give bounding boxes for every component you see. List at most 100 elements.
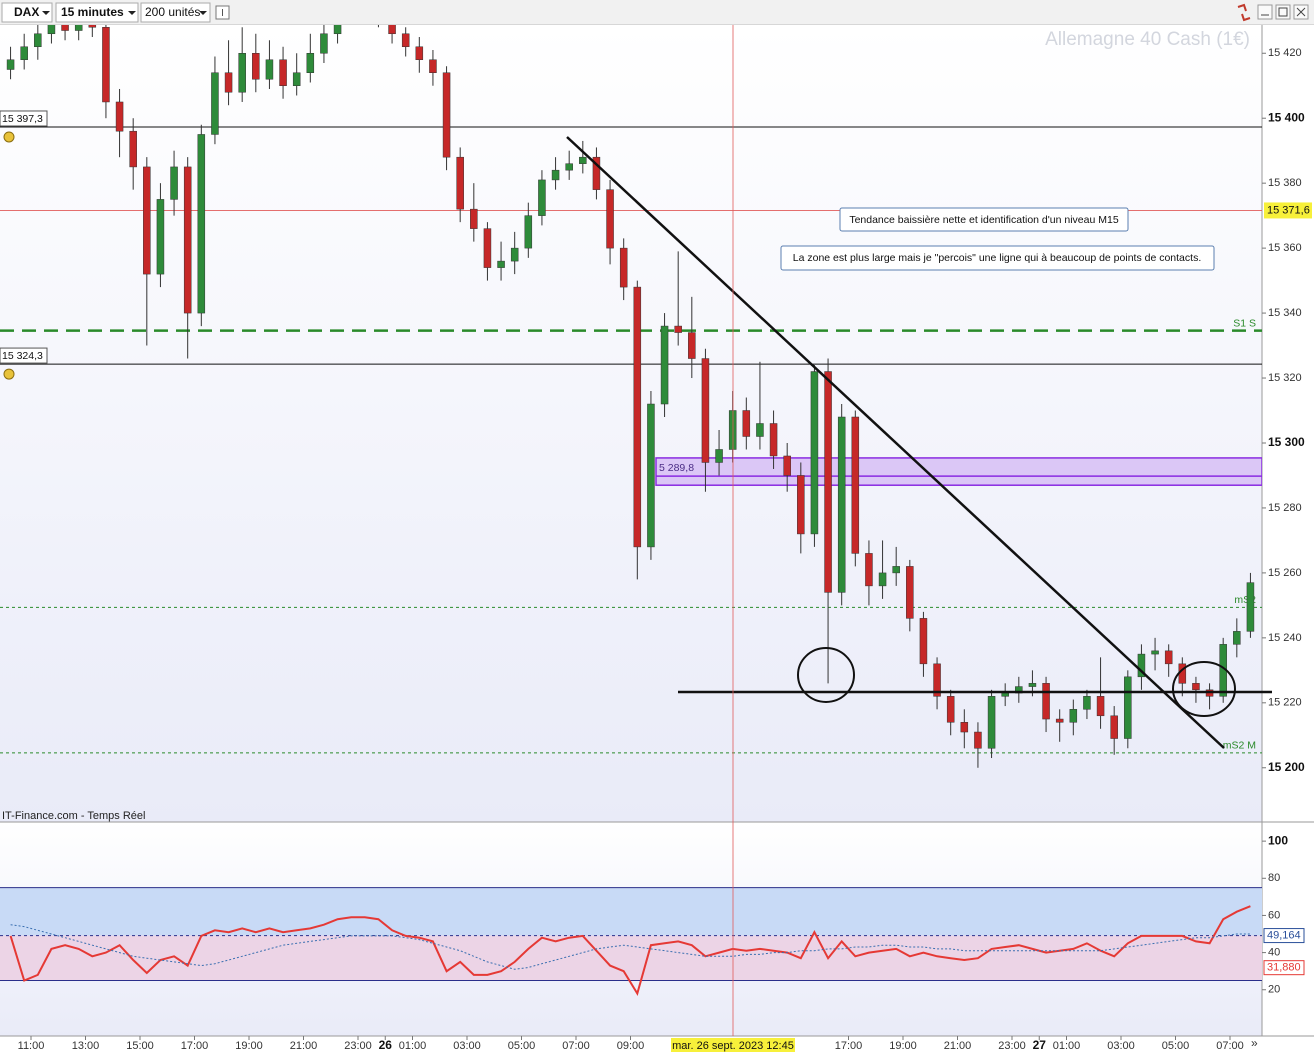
- candle-body: [1028, 683, 1037, 687]
- y-tick-label: 15 200: [1268, 760, 1305, 774]
- y-tick-label: 20: [1268, 984, 1280, 996]
- candle-body: [115, 101, 124, 132]
- annotation: La zone est plus large mais je "percois"…: [793, 252, 1201, 264]
- x-tick-label: 27: [1033, 1038, 1047, 1052]
- x-tick-label: 26: [379, 1038, 393, 1052]
- candle-body: [647, 403, 655, 548]
- candle-body: [306, 53, 315, 73]
- candle-body: [824, 371, 832, 593]
- candle-body: [606, 189, 614, 249]
- candle-body: [320, 33, 328, 54]
- annotation: Tendance baissière nette et identificati…: [849, 214, 1119, 226]
- candle-body: [783, 455, 791, 476]
- interval-select[interactable]: [55, 2, 139, 23]
- y-tick-label: 15 240: [1268, 632, 1302, 644]
- candle-body: [1124, 676, 1132, 739]
- last-value-box: [1263, 960, 1305, 976]
- candle-body: [1164, 650, 1173, 665]
- y-tick-label: 40: [1268, 946, 1280, 958]
- y-tick-label: 60: [1268, 909, 1280, 921]
- candle-body: [1083, 696, 1091, 710]
- x-tick-label: 23:00: [344, 1040, 372, 1052]
- candle-body: [1042, 683, 1050, 720]
- units-select[interactable]: [140, 2, 211, 23]
- source: IT-Finance.com - Temps Réel: [2, 810, 145, 822]
- candle-body: [170, 166, 178, 200]
- candle-body: [6, 59, 15, 70]
- crosshair-time: mar. 26 sept. 2023 12:45: [672, 1040, 794, 1052]
- candle-body: [592, 156, 601, 190]
- scroll-end[interactable]: »: [1251, 1036, 1258, 1050]
- candle-body: [483, 228, 492, 268]
- last-value: 49,164: [1267, 929, 1301, 941]
- candle-body: [892, 566, 900, 574]
- trend-line: [566, 136, 1225, 749]
- x-tick-label: 21:00: [944, 1040, 972, 1052]
- candle-body: [769, 423, 778, 457]
- zone-label: 5 289,8: [659, 462, 694, 474]
- y-tick-label: 15 280: [1268, 502, 1302, 514]
- candle-body: [279, 59, 287, 86]
- annotations: Tendance baissière nette et identificati…: [780, 207, 1215, 271]
- candle-body: [224, 72, 233, 93]
- candle-body: [47, 25, 56, 35]
- candle-body: [20, 46, 28, 61]
- candle-body: [1096, 696, 1105, 717]
- y-tick-label: 15 300: [1268, 435, 1305, 449]
- band-upper: [0, 887, 1262, 936]
- x-tick-label: 05:00: [1162, 1040, 1190, 1052]
- candle-body: [415, 46, 424, 61]
- candle-body: [538, 179, 546, 216]
- level-label: 15 397,3: [2, 113, 43, 125]
- x-tick-label: 03:00: [453, 1040, 481, 1052]
- minimize[interactable]: [1257, 4, 1273, 20]
- level-label: 15 324,3: [2, 350, 43, 362]
- x-tick-label: 03:00: [1107, 1040, 1135, 1052]
- drawings: [566, 136, 1272, 749]
- symbol-select[interactable]: [1, 2, 53, 23]
- candle-body: [74, 25, 83, 31]
- candle-body: [919, 618, 928, 665]
- y-tick-label: 15 360: [1268, 242, 1302, 254]
- candle-body: [1110, 715, 1118, 739]
- y-tick-label: 15 320: [1268, 372, 1302, 384]
- candle-body: [579, 156, 587, 164]
- zone: [655, 457, 1262, 486]
- x-tick-label: 01:00: [399, 1040, 427, 1052]
- candle-body: [810, 371, 819, 535]
- indicator-line: [9, 905, 1251, 996]
- candle-body: [401, 33, 410, 48]
- x-tick-label: 07:00: [1216, 1040, 1244, 1052]
- candle-body: [388, 25, 396, 35]
- candle-body: [851, 416, 860, 554]
- y-tick-label: 15 220: [1268, 697, 1302, 709]
- time-axis: [0, 1036, 1314, 1052]
- candle-body: [156, 199, 165, 275]
- y-tick-label: 80: [1268, 872, 1280, 884]
- candle-body: [442, 72, 451, 158]
- interval: 15 minutes: [61, 5, 124, 19]
- candle-body: [1069, 709, 1078, 723]
- x-tick-label: 19:00: [889, 1040, 917, 1052]
- pivot-label: mS2 M: [1223, 740, 1256, 752]
- x-tick-label: 13:00: [72, 1040, 100, 1052]
- candle-body: [238, 53, 246, 93]
- symbol: DAX: [14, 5, 39, 19]
- candle-body: [660, 325, 669, 405]
- candle-body: [551, 169, 560, 181]
- x-tick-label: 21:00: [290, 1040, 318, 1052]
- maximize[interactable]: [1275, 4, 1291, 20]
- candle-body: [510, 247, 519, 262]
- candle-body: [701, 358, 710, 463]
- candle-body: [292, 72, 301, 86]
- candle-body: [497, 260, 505, 268]
- y-tick-label: 15 340: [1268, 307, 1302, 319]
- x-tick-label: 23:00: [998, 1040, 1026, 1052]
- x-tick-label: 11:00: [18, 1040, 45, 1052]
- x-tick-label: 09:00: [617, 1040, 645, 1052]
- x-tick-label: 05:00: [508, 1040, 536, 1052]
- x-tick-label: 15:00: [126, 1040, 154, 1052]
- candle-body: [688, 332, 696, 359]
- candle-body: [129, 130, 137, 168]
